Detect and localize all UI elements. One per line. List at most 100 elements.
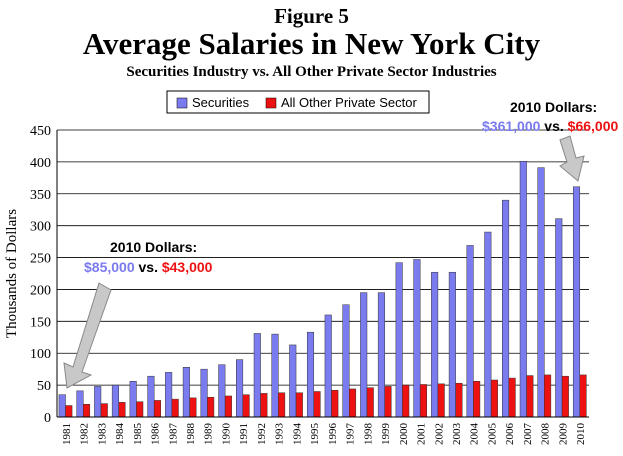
bar-other: [455, 382, 463, 418]
bar-other: [419, 384, 427, 418]
bar-securities: [218, 364, 226, 418]
bar-securities: [94, 386, 102, 418]
bar-securities: [306, 331, 315, 418]
bar-securities: [360, 292, 368, 418]
x-tick-label: 1985: [132, 423, 144, 446]
bar-other: [207, 396, 215, 418]
bar-securities: [537, 167, 545, 418]
bar-securities: [182, 367, 190, 418]
legend-swatch-securities: [176, 97, 188, 109]
bar-other: [295, 392, 303, 418]
bar-securities: [76, 390, 84, 418]
arrow-right-icon: [559, 135, 585, 182]
x-tick-label: 2006: [504, 423, 516, 446]
bar-other: [490, 379, 498, 418]
bar-securities: [271, 333, 279, 418]
bar-securities: [448, 271, 456, 418]
bar-other: [278, 392, 286, 418]
bar-other: [348, 388, 357, 418]
x-tick-label: 2007: [522, 423, 534, 446]
legend: Securities All Other Private Sector: [166, 90, 430, 114]
x-tick-label: 1982: [79, 423, 91, 445]
chart-subtitle: Securities Industry vs. All Other Privat…: [126, 64, 497, 80]
bar-other: [171, 398, 179, 418]
y-tick-label: 250: [30, 252, 51, 267]
x-tick-label: 2010: [575, 423, 587, 446]
x-tick-label: 1992: [256, 423, 268, 445]
annotation-left-value-other: $43,000: [162, 259, 213, 275]
x-tick-label: 1983: [96, 423, 108, 446]
bar-other: [153, 400, 161, 418]
gridlines: [57, 129, 589, 418]
x-tick-label: 1999: [380, 423, 392, 446]
bar-securities: [555, 218, 563, 418]
annotation-left-values: $85,000 vs. $43,000: [84, 259, 213, 275]
x-tick-label: 2004: [469, 423, 481, 446]
y-tick-label: 150: [30, 315, 51, 330]
y-tick-label: 0: [44, 411, 51, 426]
x-tick-label: 1994: [291, 423, 303, 446]
y-tick-label: 200: [30, 283, 51, 298]
bar-other: [384, 386, 392, 418]
bar-securities: [484, 231, 492, 418]
annotation-left-connector: vs.: [135, 259, 162, 275]
bar-securities: [289, 344, 297, 418]
bar-other: [242, 394, 250, 418]
bar-other: [402, 384, 410, 418]
figure-label: Figure 5: [274, 4, 349, 28]
bar-other: [313, 391, 321, 418]
x-tick-label: 2009: [557, 423, 569, 446]
x-tick-label: 1993: [274, 423, 286, 446]
annotation-left: 2010 Dollars: $85,000 vs. $43,000: [63, 239, 213, 389]
x-tick-label: 2000: [398, 423, 410, 446]
bar-securities: [519, 161, 527, 418]
bar-securities: [200, 368, 208, 418]
legend-label-securities: Securities: [192, 95, 250, 110]
x-tick-label: 1989: [203, 423, 215, 446]
annotation-right-connector: vs.: [540, 118, 567, 134]
bar-other: [100, 403, 108, 418]
x-tick-label: 1995: [309, 423, 321, 446]
bar-other: [561, 375, 569, 418]
bar-securities: [502, 199, 510, 418]
x-tick-label: 2003: [451, 423, 463, 446]
y-tick-label: 50: [37, 379, 51, 394]
y-tick-label: 300: [30, 220, 51, 235]
bar-other: [82, 403, 91, 418]
bar-other: [260, 393, 268, 418]
bar-securities: [58, 394, 66, 418]
x-tick-labels: 1981 1982 1983 1984 1985 1986 1987 1988 1989 1990…: [61, 423, 587, 446]
bar-other: [473, 381, 481, 418]
bar-other: [579, 374, 587, 418]
bar-securities: [572, 186, 581, 418]
x-tick-label: 1998: [362, 423, 374, 446]
bar-other: [331, 389, 339, 418]
x-tick-label: 1986: [150, 423, 162, 446]
bar-other: [189, 397, 197, 418]
annotation-right-heading: 2010 Dollars:: [510, 99, 597, 115]
bar-other: [118, 402, 126, 418]
x-tick-label: 1984: [114, 423, 126, 446]
x-tick-label: 2008: [540, 423, 552, 446]
x-tick-label: 2002: [433, 423, 445, 445]
annotation-right: 2010 Dollars: $361,000 vs. $66,000: [482, 99, 618, 182]
bar-securities: [466, 245, 474, 418]
x-tick-label: 1990: [220, 423, 232, 446]
x-tick-label: 2005: [486, 423, 498, 446]
bar-securities: [431, 271, 439, 418]
x-tick-label: 1988: [185, 423, 197, 446]
bar-other: [136, 401, 144, 418]
bar-securities: [413, 259, 421, 418]
bars: [58, 161, 587, 418]
bar-other: [544, 374, 552, 418]
bar-securities: [377, 292, 385, 418]
bar-securities: [111, 384, 119, 418]
chart-title: Average Salaries in New York City: [82, 26, 541, 61]
axes: [56, 130, 589, 418]
bar-securities: [147, 375, 155, 418]
bar-securities: [324, 314, 332, 418]
x-tick-label: 1997: [345, 423, 357, 446]
bar-securities: [236, 359, 244, 418]
bar-securities: [342, 304, 350, 418]
